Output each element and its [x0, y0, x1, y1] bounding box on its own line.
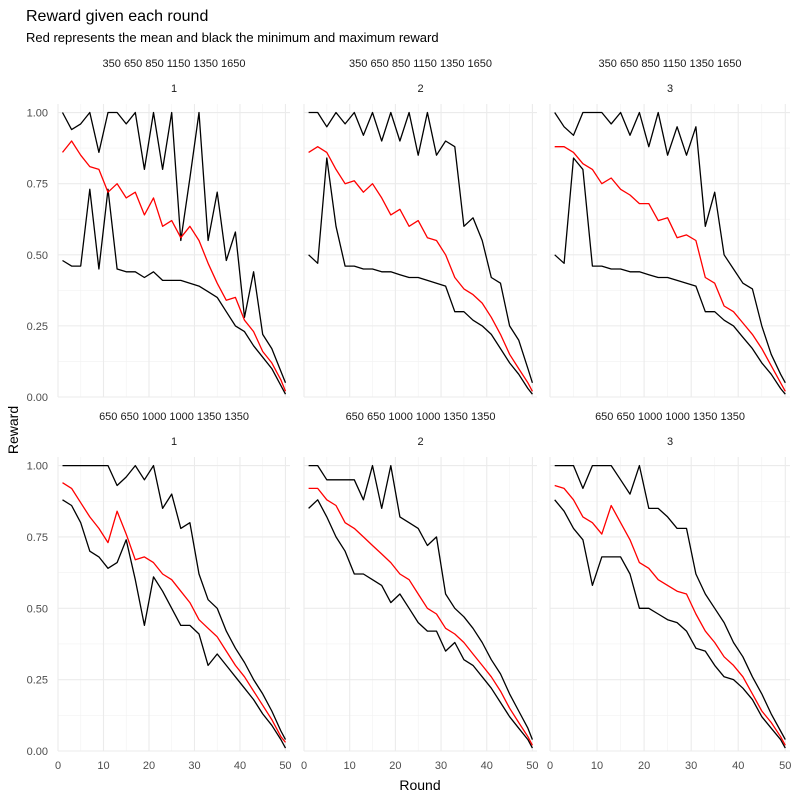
x-tick-label: 30: [685, 760, 697, 772]
facet-strip-top: 350 650 850 1150 1350 1650: [599, 58, 742, 70]
min-series-line: [554, 157, 786, 395]
facet-strip-top: 350 650 850 1150 1350 1650: [349, 58, 492, 70]
x-tick-label: 20: [638, 760, 650, 772]
y-tick-label: 0.25: [27, 675, 48, 687]
facet-panel: 350 650 850 1150 1350 1650 1 0.00 0.25 0.50 0…: [27, 58, 290, 404]
facet-strip-label: 3: [667, 83, 673, 95]
panels-grid: 350 650 850 1150 1350 1650 1 0.00 0.25 0.50 0…: [27, 58, 792, 772]
y-tick-label: 0.75: [27, 532, 48, 544]
x-tick-label: 50: [779, 760, 791, 772]
x-tick-label: 10: [344, 760, 356, 772]
x-tick-label: 40: [234, 760, 246, 772]
chart-subtitle: Red represents the mean and black the mi…: [26, 30, 439, 45]
y-tick-label: 1.00: [27, 461, 48, 473]
facet-strip-label: 2: [417, 83, 423, 95]
x-tick-label: 30: [435, 760, 447, 772]
y-tick-label: 1.00: [27, 108, 48, 120]
mean-series-line: [308, 487, 533, 746]
facet-strip-top: 350 650 850 1150 1350 1650: [103, 58, 246, 70]
y-tick-label: 0.75: [27, 179, 48, 191]
x-tick-label: 20: [143, 760, 155, 772]
chart-title: Reward given each round: [26, 8, 208, 25]
facet-strip-label: 2: [417, 436, 423, 448]
mean-series-line: [308, 146, 533, 392]
x-tick-label: 0: [301, 760, 307, 772]
x-tick-label: 30: [188, 760, 200, 772]
x-tick-label: 50: [526, 760, 538, 772]
max-series-line: [554, 111, 786, 384]
x-tick-label: 20: [389, 760, 401, 772]
x-tick-label: 0: [55, 760, 61, 772]
mean-series-line: [554, 484, 786, 746]
y-tick-label: 0.25: [27, 321, 48, 333]
min-series-line: [554, 499, 786, 749]
x-tick-label: 10: [97, 760, 109, 772]
min-series-line: [62, 499, 287, 749]
mean-series-line: [61, 140, 287, 392]
facet-strip-top: 650 650 1000 1000 1350 1350: [346, 411, 496, 423]
facet-panel: 350 650 850 1150 1350 1650 2: [303, 58, 537, 398]
max-series-line: [61, 111, 287, 384]
min-series-line: [308, 157, 533, 395]
y-tick-label: 0.50: [27, 250, 48, 262]
y-axis-title: Reward: [5, 406, 21, 454]
min-series-line: [62, 188, 287, 395]
max-series-line: [554, 464, 786, 740]
max-series-line: [62, 464, 287, 740]
x-tick-label: 50: [279, 760, 291, 772]
y-tick-label: 0.50: [27, 603, 48, 615]
facet-strip-top: 650 650 1000 1000 1350 1350: [595, 411, 745, 423]
x-axis-title: Round: [399, 777, 440, 793]
x-tick-label: 0: [547, 760, 553, 772]
y-tick-label: 0.00: [27, 392, 48, 404]
facet-strip-label: 3: [667, 436, 673, 448]
max-series-line: [308, 111, 534, 383]
max-series-line: [308, 464, 534, 740]
facet-strip-label: 1: [171, 83, 177, 95]
x-tick-label: 40: [481, 760, 493, 772]
facet-panel: 350 650 850 1150 1350 1650 3: [549, 58, 790, 398]
x-tick-label: 10: [591, 760, 603, 772]
facet-strip-top: 650 650 1000 1000 1350 1350: [99, 411, 249, 423]
min-series-line: [308, 499, 533, 749]
y-tick-label: 0.00: [27, 746, 48, 758]
mean-series-line: [554, 146, 786, 392]
facet-panel: 650 650 1000 1000 1350 1350 1 0.00 0.25 0.50…: [27, 411, 292, 772]
facet-strip-label: 1: [171, 436, 177, 448]
x-tick-label: 40: [732, 760, 744, 772]
mean-series-line: [62, 482, 287, 743]
